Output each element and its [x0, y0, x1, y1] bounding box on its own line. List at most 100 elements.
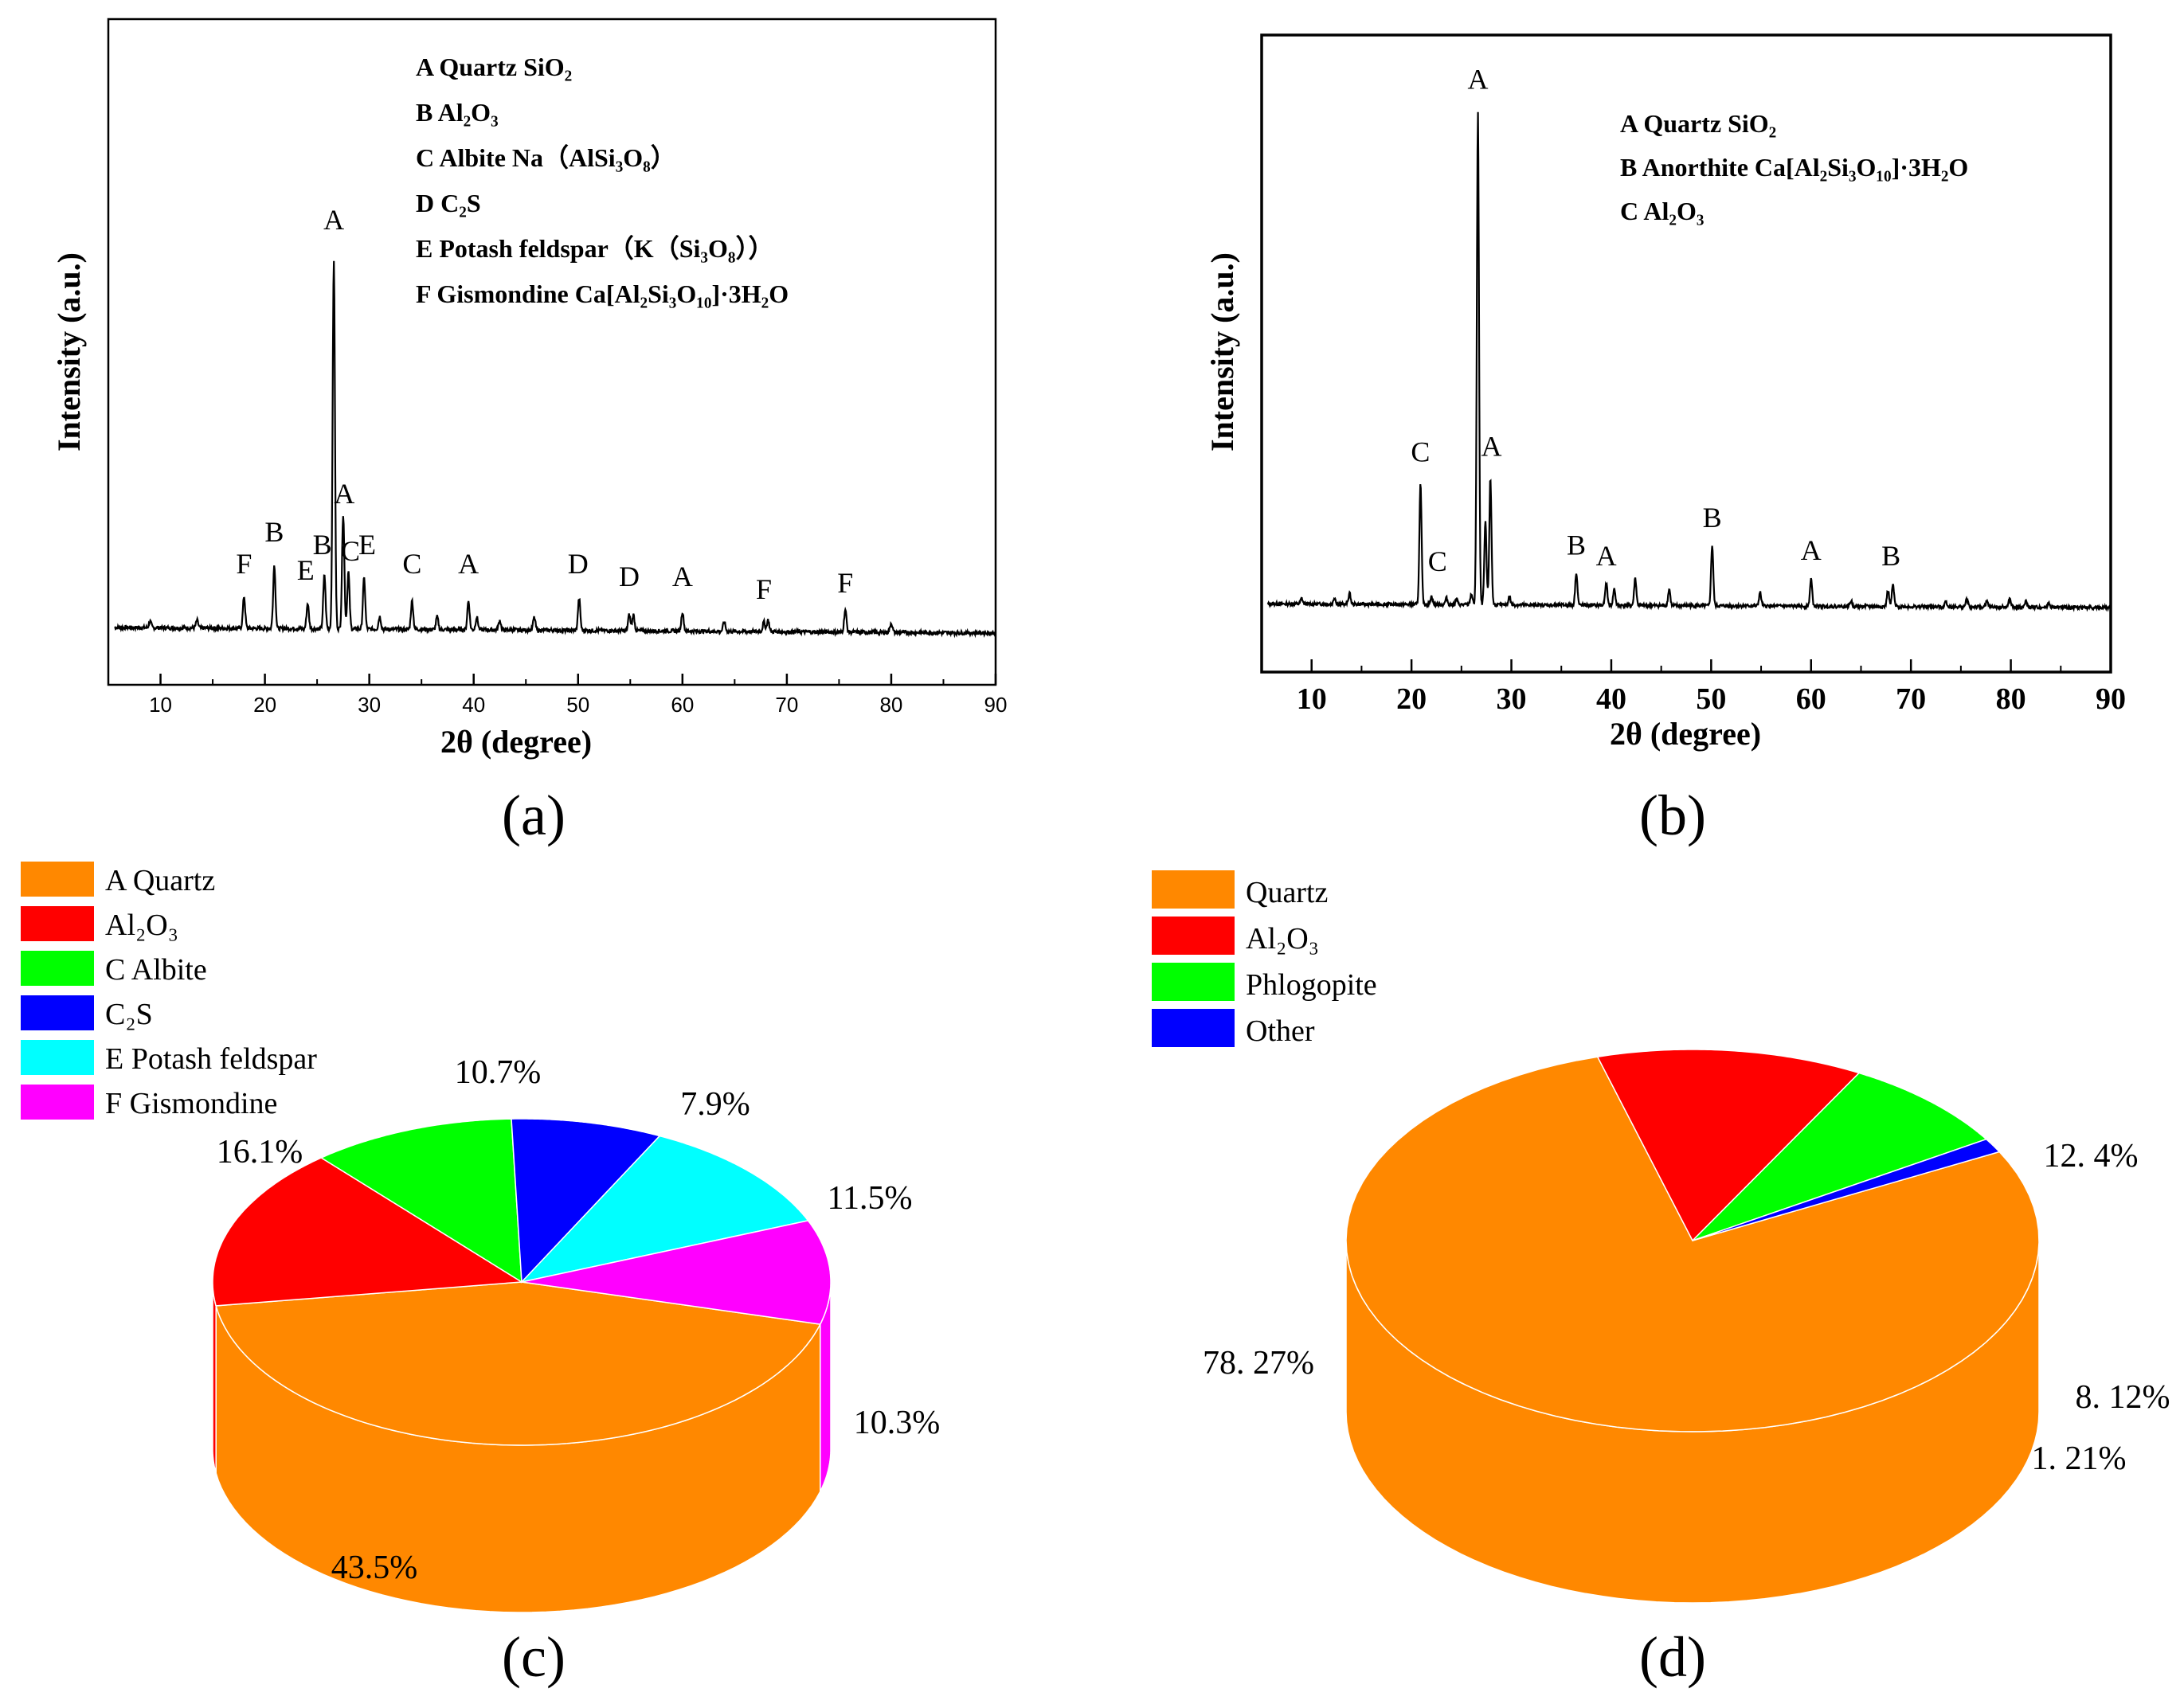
xrd-a-legend-item: B Al₂O₃: [416, 98, 499, 127]
xrd-a-peak-label: E: [297, 554, 315, 586]
xrd-a-plot-frame: [107, 18, 997, 686]
pie-d-legend-label: Phlogopite: [1246, 968, 1377, 1002]
xrd-a-legend-item: F Gismondine Ca[Al₂Si₃O₁₀]·3H₂O: [416, 279, 789, 308]
pie-c-legend-swatch: [21, 1040, 94, 1075]
xrd-b-x-tick-label: 90: [2096, 682, 2126, 716]
xrd-b-peak-label: A: [1801, 534, 1822, 566]
xrd-b-plot-frame: [1260, 33, 2112, 674]
xrd-a-x-tick-label: 60: [671, 693, 694, 717]
xrd-a-peak-label: B: [264, 516, 284, 548]
xrd-b-peak-label: B: [1881, 540, 1900, 572]
xrd-a-x-tick-label: 80: [879, 693, 902, 717]
xrd-b-legend-item: C Al₂O₃: [1620, 197, 1704, 225]
xrd-a-x-tick-label: 40: [462, 693, 485, 717]
xrd-b-x-tick-label: 50: [1696, 682, 1726, 716]
panel-label-c: (c): [502, 1625, 566, 1689]
xrd-a-peak-label: D: [568, 548, 589, 580]
xrd-b-axis-ticks: 10 20 30 40 50 60 70 80 90: [1261, 659, 2126, 716]
xrd-b-peak-label: B: [1567, 529, 1586, 561]
panel-label-b: (b): [1639, 784, 1706, 847]
xrd-a-legend-item: A Quartz SiO₂: [416, 53, 572, 81]
xrd-b-x-tick-label: 60: [1796, 682, 1826, 716]
xrd-a-axis-ticks: 10 20 30 40 50 60 70 80 90: [108, 674, 1007, 717]
xrd-a-legend-item: E Potash feldspar（K（Si₃O₈））: [416, 234, 773, 263]
xrd-b-x-tick-label: 10: [1297, 682, 1327, 716]
xrd-a-peak-label: A: [672, 561, 693, 592]
xrd-b-legend-item: A Quartz SiO₂: [1620, 109, 1776, 138]
xrd-a-peak-label: A: [323, 204, 344, 236]
panel-label-a: (a): [502, 784, 566, 847]
pie-c-legend-label: E Potash feldspar: [105, 1042, 317, 1076]
xrd-a-peak-label: C: [402, 548, 421, 580]
pie-d-slice-label: 12. 4%: [2044, 1138, 2139, 1174]
xrd-b-peak-label: A: [1468, 64, 1489, 96]
pie-c-slice-label: 11.5%: [828, 1180, 913, 1217]
xrd-b-series: [1266, 111, 2112, 612]
xrd-a-x-tick-label: 90: [984, 693, 1008, 717]
xrd-a-series: [114, 260, 997, 639]
panel-label-d: (d): [1639, 1625, 1706, 1689]
xrd-a-peak-label: A: [458, 548, 479, 580]
xrd-a-x-tick-label: 70: [775, 693, 798, 717]
xrd-b-y-axis-title: Intensity (a.u.): [1204, 252, 1240, 451]
pie-d-legend-label: Quartz: [1246, 876, 1328, 909]
pie-c-slice-label: 16.1%: [217, 1134, 303, 1171]
xrd-b-x-axis-title: 2θ (degree): [1610, 716, 1761, 752]
xrd-a-peak-label: F: [756, 573, 772, 605]
pie-d-slice-label: 78. 27%: [1203, 1345, 1314, 1382]
xrd-b-peak-label: C: [1428, 545, 1447, 577]
pie-c-legend-swatch: [21, 951, 94, 986]
pie-c-legend-swatch: [21, 906, 94, 941]
pie-c-slice-top: [319, 1118, 523, 1284]
pie-d-slice-top: [1596, 1049, 1861, 1242]
pie-d-slice-top: [1692, 1138, 2001, 1241]
pie-c-legend-label: Al₂O₃: [105, 909, 178, 942]
xrd-b-x-tick-label: 80: [1996, 682, 2026, 716]
xrd-b-peak-label: A: [1596, 540, 1617, 572]
pie-c-legend-swatch: [21, 862, 94, 897]
xrd-a-x-tick-label: 10: [149, 693, 172, 717]
xrd-b-x-tick-label: 40: [1596, 682, 1626, 716]
pie-c-slice-top: [511, 1118, 661, 1284]
pie-d-slice-label: 1. 21%: [2032, 1440, 2127, 1477]
xrd-a-x-tick-label: 50: [566, 693, 589, 717]
pie-c-slice-label: 7.9%: [680, 1086, 750, 1123]
pie-c-slice-top: [215, 1281, 821, 1446]
pie-c-legend-label: A Quartz: [105, 864, 215, 897]
xrd-b-legend-item: B Anorthite Ca[Al₂Si₃O₁₀]·3H₂O: [1620, 153, 1968, 182]
xrd-a-peak-label: F: [837, 567, 853, 599]
pie-d-legend-swatch: [1152, 963, 1235, 1001]
xrd-b-pattern-line: [1266, 111, 2112, 612]
xrd-a-x-tick-label: 30: [358, 693, 381, 717]
xrd-a-peak-label: F: [236, 548, 252, 580]
pie-chart-c: A Quartz Al₂O₃ C Albite C₂S E Potash feldspa…: [21, 862, 941, 1613]
pie-c-slice-top: [521, 1220, 832, 1325]
pie-c-legend-swatch: [21, 1085, 94, 1120]
xrd-b-x-tick-label: 70: [1896, 682, 1926, 716]
pie-d-legend-label: Al₂O₃: [1246, 922, 1319, 956]
xrd-a-y-axis-title: Intensity (a.u.): [51, 252, 87, 451]
pie-c-labels: 43.5% 16.1% 10.7% 7.9% 11.5% 10.3%: [217, 1054, 941, 1586]
xrd-a-x-tick-label: 20: [253, 693, 276, 717]
xrd-a-peak-label: A: [334, 478, 354, 510]
xrd-b-x-tick-label: 30: [1497, 682, 1527, 716]
pie-d-legend-swatch: [1152, 870, 1235, 909]
pie-d-legend-label: Other: [1246, 1014, 1315, 1048]
pie-d-legend-swatch: [1152, 917, 1235, 955]
pie-d-slice-top: [1692, 1072, 1988, 1241]
xrd-b-peak-label: C: [1411, 436, 1430, 467]
xrd-a-peak-label: B: [313, 529, 332, 561]
pie-c-slice-top: [519, 1135, 809, 1284]
pie-d-slice-label: 8. 12%: [2076, 1379, 2170, 1416]
pie-c-slice-label: 43.5%: [331, 1550, 418, 1586]
xrd-a-legend-item: D C₂S: [416, 189, 481, 217]
xrd-a-pattern-line: [114, 260, 997, 639]
pie-d-legend-swatch: [1152, 1009, 1235, 1047]
xrd-a-peak-label: C: [341, 535, 360, 567]
xrd-a-peak-label: E: [358, 529, 376, 561]
